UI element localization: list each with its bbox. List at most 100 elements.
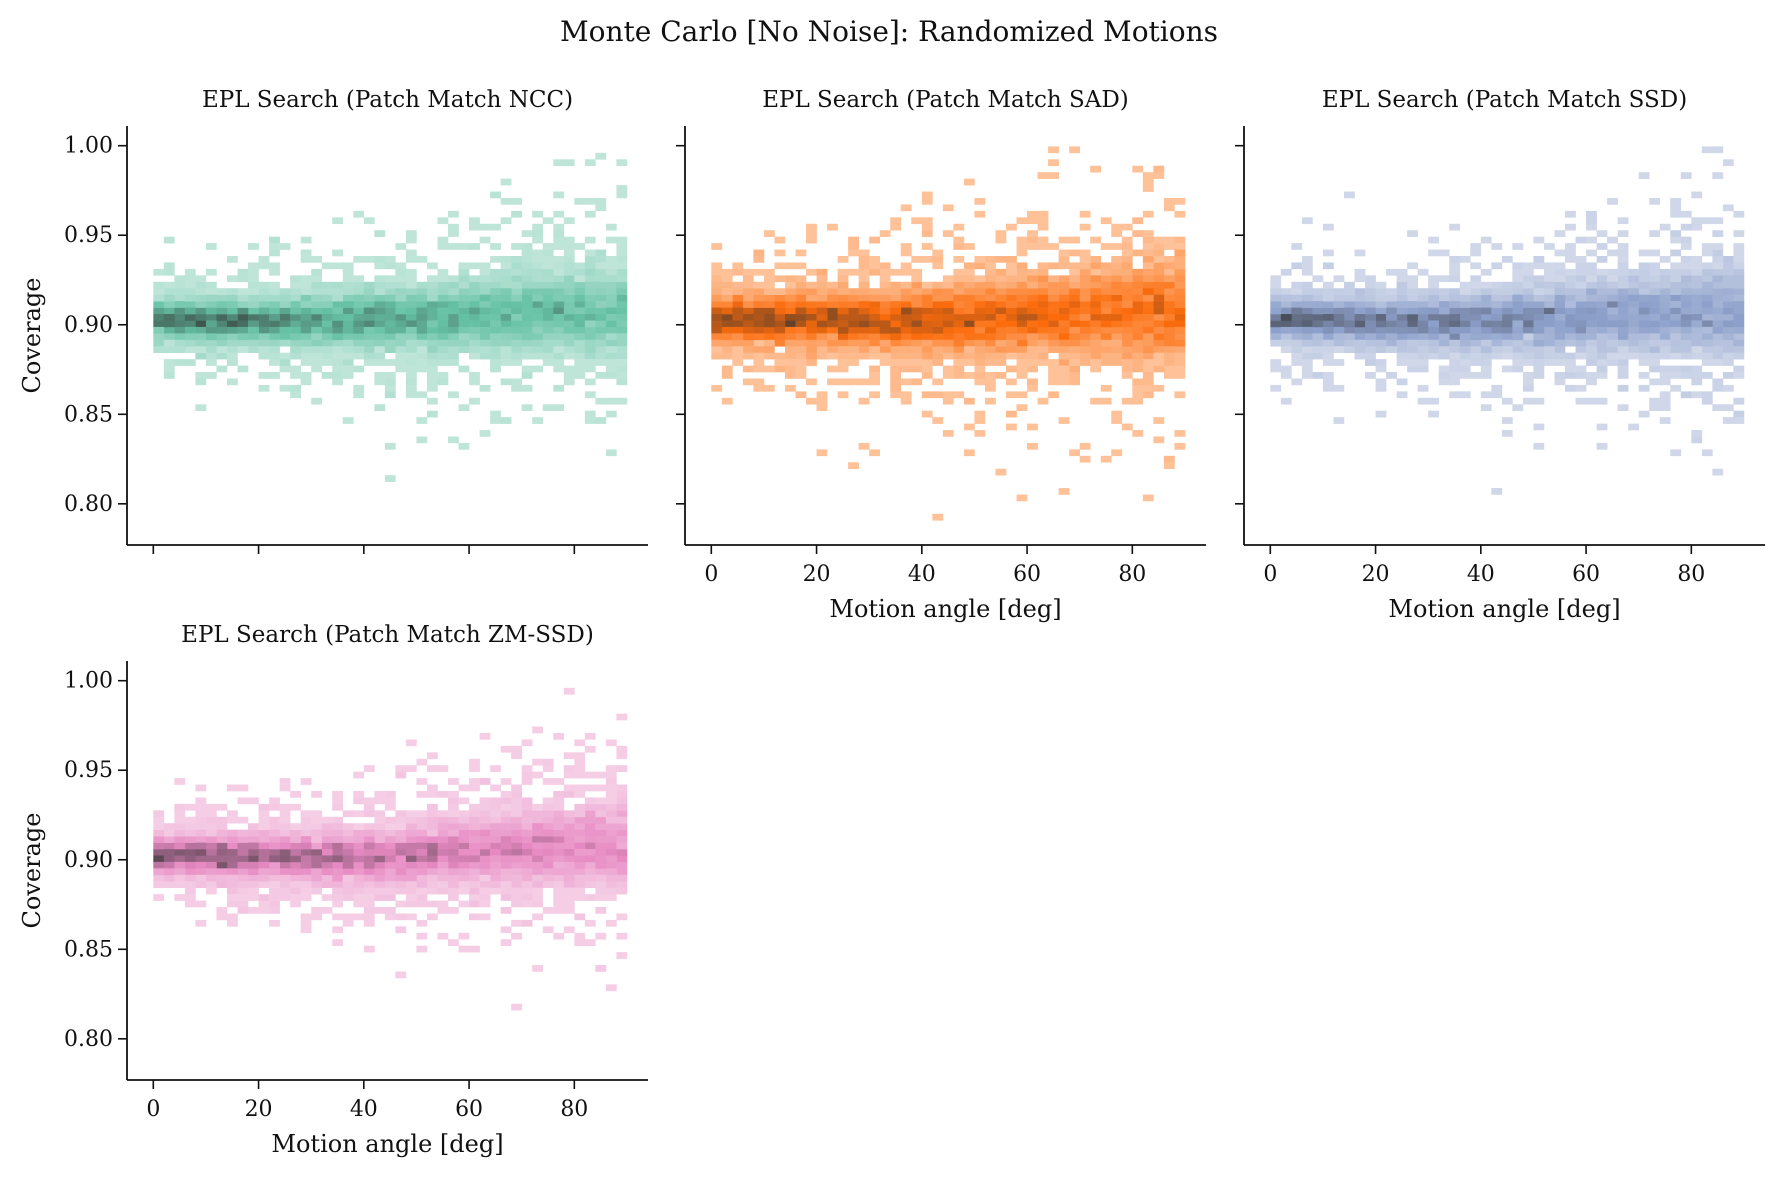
heatmap-cell: [932, 320, 944, 328]
heatmap-cell: [1733, 294, 1745, 302]
heatmap-cell: [490, 816, 501, 824]
heatmap-cell: [1680, 256, 1692, 263]
heatmap-cell: [405, 249, 417, 257]
heatmap-cell: [1586, 301, 1597, 308]
heatmap-cell: [605, 236, 617, 244]
heatmap-cell: [1459, 294, 1471, 302]
heatmap-cell: [521, 320, 533, 328]
heatmap-cell: [616, 797, 628, 805]
heatmap-cell: [911, 365, 923, 373]
heatmap-cell: [363, 849, 375, 856]
heatmap-cell: [405, 810, 417, 818]
heatmap-cell: [226, 810, 238, 818]
heatmap-cell: [1596, 333, 1608, 341]
heatmap-cell: [258, 256, 270, 263]
heatmap-cell: [479, 868, 491, 876]
heatmap-cell: [205, 346, 217, 353]
heatmap-cell: [816, 294, 828, 302]
heatmap-cell: [300, 314, 312, 321]
heatmap-cell: [1333, 275, 1345, 283]
heatmap-cell: [1079, 288, 1091, 295]
heatmap-cell: [374, 855, 386, 863]
heatmap-cell: [890, 301, 902, 308]
heatmap-cell: [1691, 320, 1703, 328]
heatmap-cell: [511, 256, 522, 263]
heatmap-cell: [479, 320, 491, 328]
heatmap-cell: [848, 268, 859, 276]
heatmap-cell: [848, 307, 859, 315]
heatmap-cell: [205, 810, 217, 818]
heatmap-cell: [321, 372, 333, 379]
heatmap-cell: [353, 771, 365, 779]
heatmap-cell: [1470, 301, 1482, 308]
heatmap-cell: [848, 359, 859, 366]
heatmap-cell: [248, 907, 259, 914]
heatmap-cell: [1006, 391, 1017, 399]
heatmap-cell: [216, 307, 228, 315]
heatmap-cell: [1333, 314, 1345, 321]
heatmap-cell: [311, 855, 323, 863]
y-axis-label: Coverage: [18, 813, 46, 929]
heatmap-cell: [1121, 294, 1133, 302]
heatmap-cell: [848, 288, 859, 295]
heatmap-cell: [742, 339, 754, 347]
heatmap-cell: [1174, 294, 1186, 302]
heatmap-cell: [153, 849, 165, 856]
heatmap-cell: [500, 855, 512, 863]
heatmap-cell: [332, 939, 344, 947]
heatmap-cell: [1470, 249, 1482, 257]
heatmap-cell: [405, 913, 417, 921]
heatmap-cell: [511, 268, 522, 276]
heatmap-cell: [1280, 365, 1292, 373]
heatmap-cell: [1048, 172, 1059, 179]
heatmap-cell: [806, 352, 817, 360]
heatmap-cell: [1027, 268, 1038, 276]
heatmap-cell: [858, 333, 870, 341]
heatmap-cell: [1628, 423, 1639, 431]
heatmap-cell: [269, 268, 280, 276]
heatmap-cell: [837, 365, 849, 373]
heatmap-cell: [574, 301, 586, 308]
heatmap-cell: [237, 855, 249, 863]
heatmap-cell: [1691, 391, 1703, 399]
heatmap-cell: [1132, 288, 1144, 295]
heatmap-cell: [279, 294, 291, 302]
heatmap-cell: [553, 256, 565, 263]
heatmap-cell: [279, 314, 291, 321]
heatmap-cell: [774, 359, 786, 366]
heatmap-cell: [742, 307, 754, 315]
heatmap-cell: [426, 816, 438, 824]
heatmap-cell: [184, 829, 196, 837]
heatmap-cell: [1649, 346, 1661, 353]
heatmap-cell: [890, 391, 902, 399]
heatmap-cell: [553, 230, 565, 237]
heatmap-cell: [416, 861, 428, 869]
heatmap-cell: [1121, 326, 1133, 334]
heatmap-cell: [490, 301, 501, 308]
heatmap-cell: [553, 803, 565, 811]
heatmap-cell: [300, 275, 312, 283]
heatmap-cell: [1712, 288, 1724, 295]
heatmap-cell: [605, 307, 617, 315]
heatmap-cell: [1163, 301, 1175, 308]
heatmap-cell: [890, 320, 902, 328]
heatmap-cell: [216, 352, 228, 360]
heatmap-cell: [574, 810, 586, 818]
heatmap-cell: [258, 836, 270, 843]
heatmap-cell: [753, 301, 765, 308]
heatmap-cell: [384, 861, 396, 869]
heatmap-cell: [290, 881, 301, 888]
heatmap-cell: [174, 874, 186, 882]
heatmap-cell: [1512, 326, 1524, 334]
heatmap-cell: [490, 281, 501, 289]
heatmap-cell: [1142, 314, 1154, 321]
heatmap-cell: [353, 339, 365, 347]
heatmap-cell: [1533, 442, 1545, 450]
heatmap-cell: [1638, 294, 1650, 302]
heatmap-cell: [563, 816, 575, 824]
heatmap-cell: [837, 294, 849, 302]
heatmap-cell: [269, 372, 280, 379]
heatmap-cell: [1607, 236, 1618, 244]
heatmap-cell: [290, 294, 301, 302]
